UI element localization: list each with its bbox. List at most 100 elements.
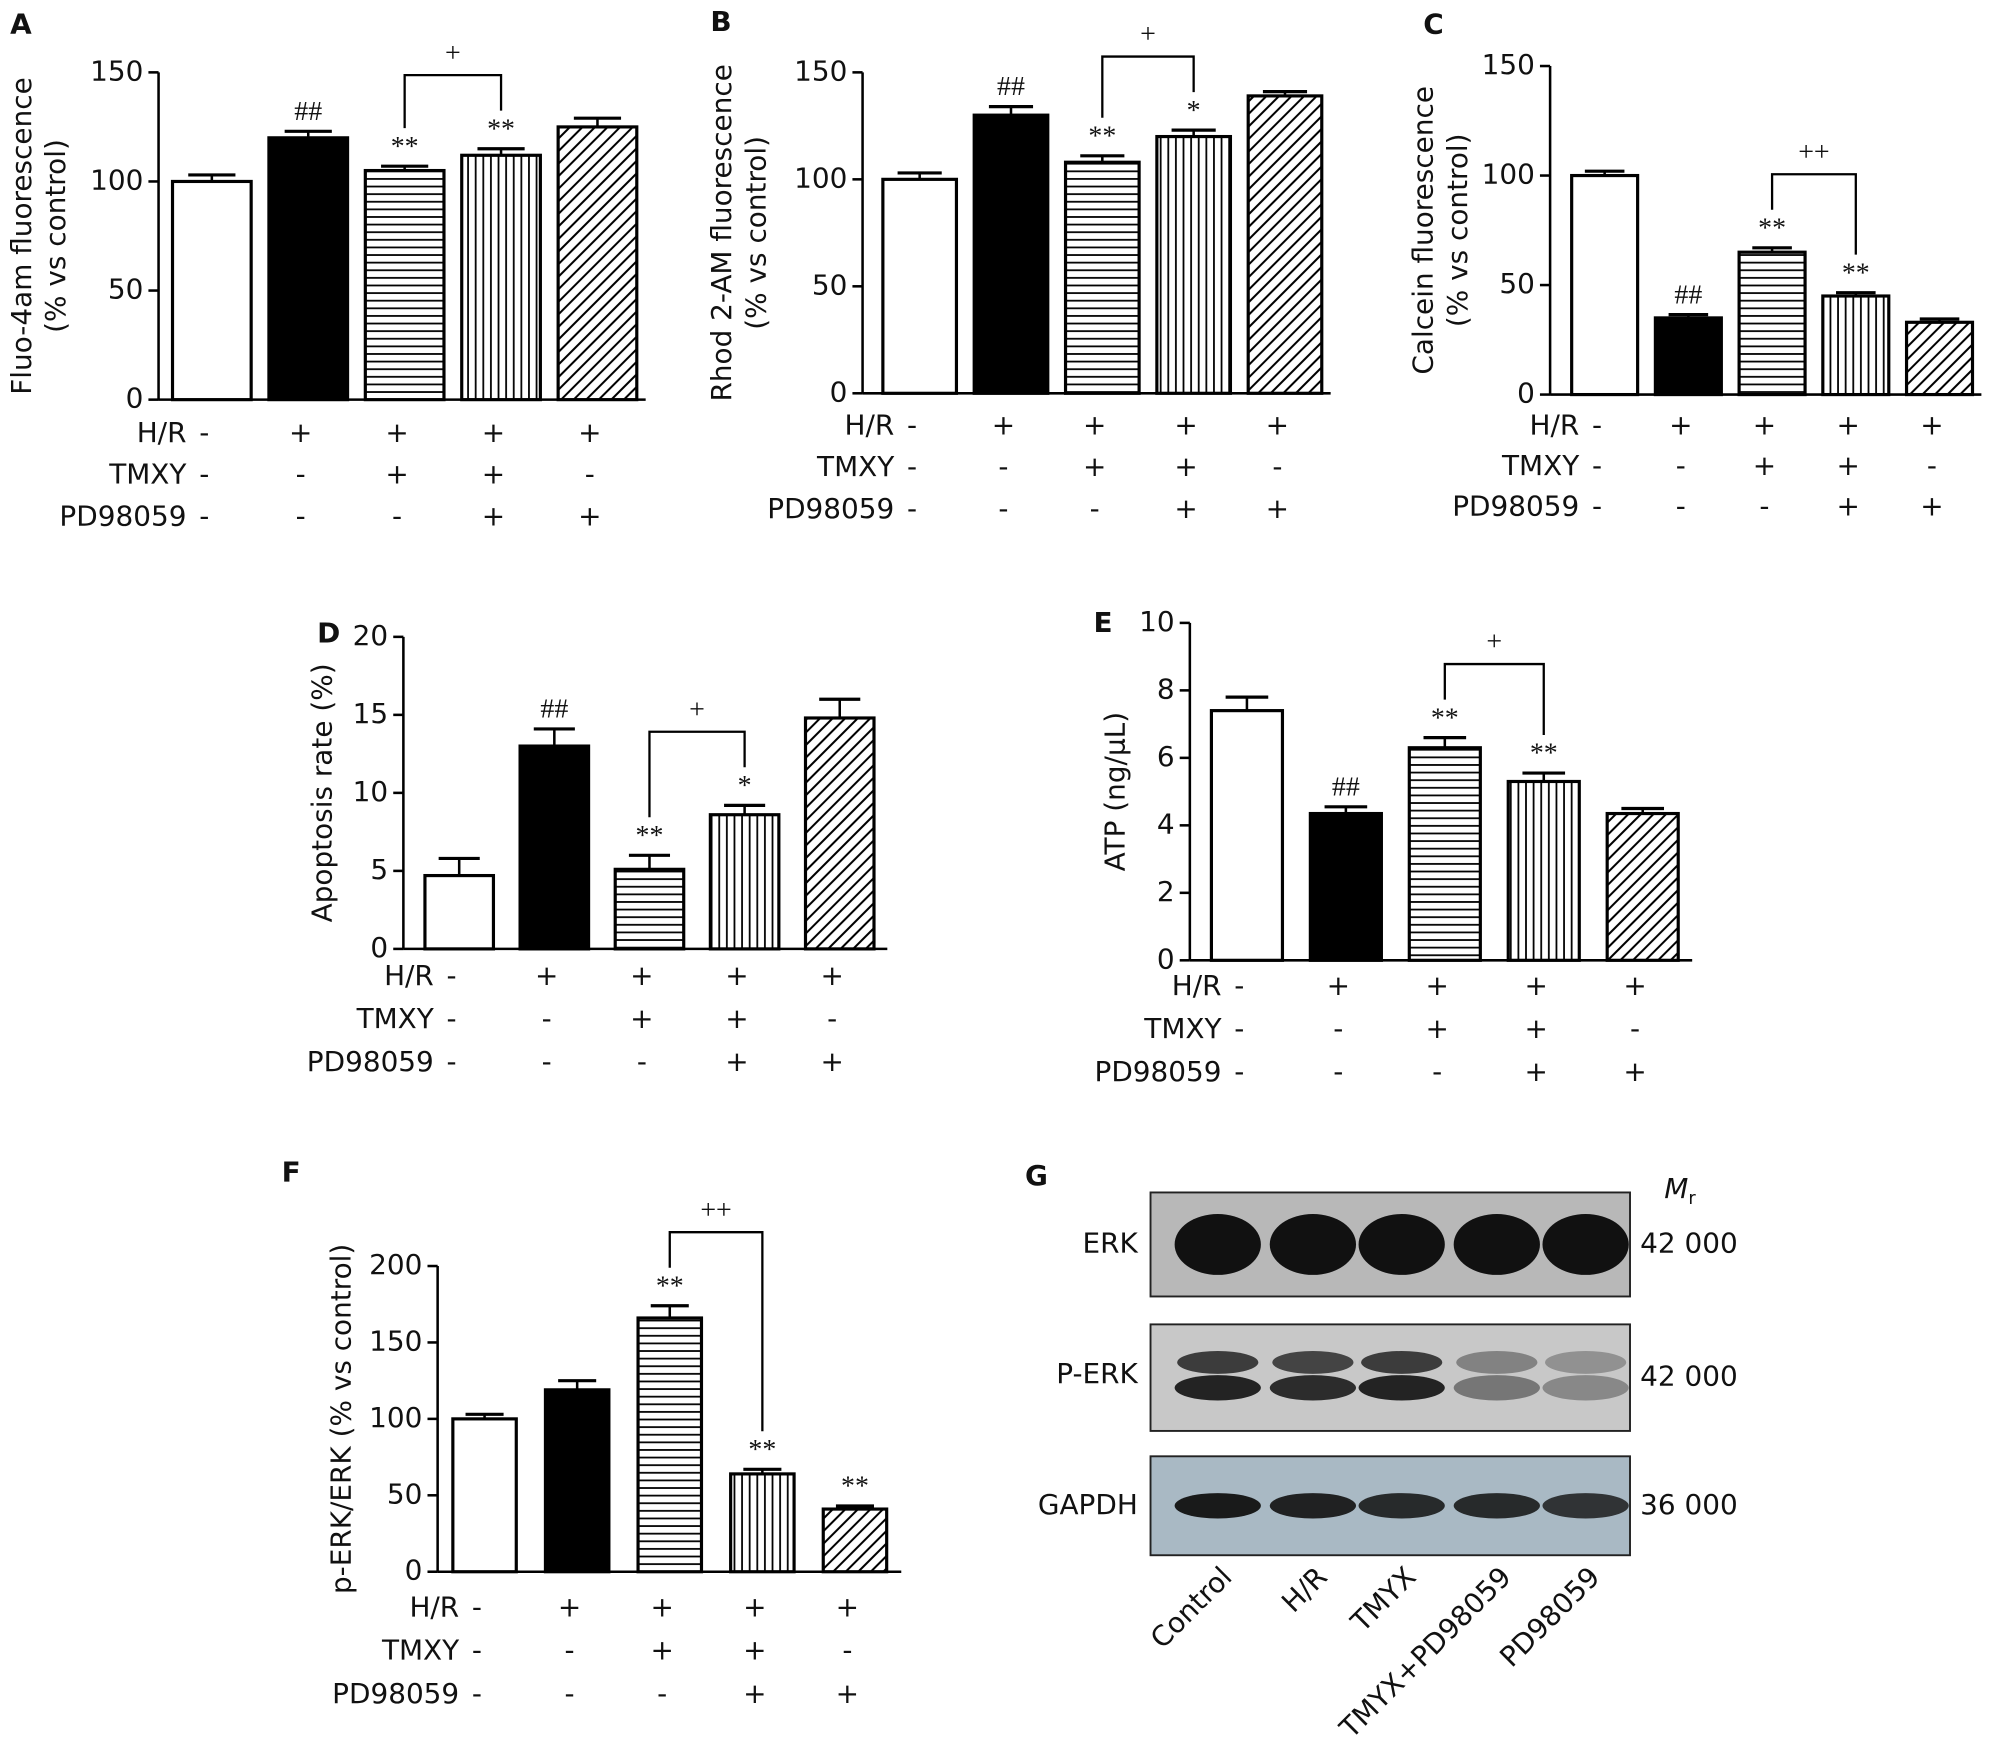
y-tick-label: 100 [369,1401,422,1434]
condition-sign: + [1174,492,1197,525]
significance: ** [1842,257,1870,288]
y-tick-label: 4 [1157,807,1175,840]
condition-sign: + [578,500,601,533]
blot-row-label: GAPDH [1038,1488,1138,1521]
condition-sign: + [482,458,505,491]
blot-band [1361,1351,1443,1374]
blot-band [1545,1351,1627,1374]
y-tick-label: 15 [353,697,389,730]
condition-sign: + [1669,408,1692,441]
significance: ** [748,1434,776,1465]
condition-sign: + [1753,449,1776,482]
condition-sign: - [1234,969,1244,1002]
bar [613,867,686,951]
bracket-label: + [1140,19,1156,50]
blot-row-label: ERK [1083,1226,1139,1259]
condition-sign: + [385,458,408,491]
y-tick-label: 100 [1482,158,1535,191]
bar [1407,746,1482,962]
lane-label: H/R [1275,1560,1334,1619]
bar [1063,160,1141,395]
y-tick-label: 100 [794,161,847,194]
panel-label: A [10,7,32,40]
condition-name: H/R [1530,408,1580,441]
condition-sign: + [558,1591,581,1624]
condition-sign: - [1676,489,1686,522]
y-tick-label: 2 [1157,875,1175,908]
y-tick-label: 50 [1499,267,1535,300]
condition-sign: + [650,1634,673,1667]
significance: * [1187,95,1201,126]
y-tick-label: 20 [353,619,389,652]
condition-sign: - [1630,1012,1640,1045]
condition-sign: - [1759,489,1769,522]
condition-sign: + [1753,408,1776,441]
y-tick-label: 0 [370,931,388,964]
condition-name: H/R [1172,969,1222,1002]
blot-mr: 36 000 [1640,1488,1738,1521]
condition-sign: + [1623,1055,1646,1088]
condition-sign: + [1083,450,1106,483]
blot-band [1269,1375,1357,1401]
mr-main: M [1664,1172,1688,1205]
significance: ** [656,1270,684,1301]
y-axis-label: (% vs control) [739,136,772,330]
condition-sign: - [392,500,402,533]
y-axis-label: p-ERK/ERK (% vs control) [324,1244,357,1594]
condition-sign: + [482,500,505,533]
blot-row-label: P-ERK [1056,1357,1138,1390]
condition-sign: - [472,1634,482,1667]
bar [451,1417,518,1574]
condition-sign: + [385,416,408,449]
y-tick-label: 150 [90,54,143,87]
bracket [648,730,746,818]
y-tick-label: 0 [1517,377,1535,410]
blot-band [1453,1375,1540,1401]
condition-sign: - [907,450,917,483]
bar [170,179,253,402]
condition-sign: + [578,416,601,449]
blot-mr: 42 000 [1640,1226,1738,1259]
condition-name: TMXY [381,1634,460,1667]
bracket-label: + [445,37,461,68]
condition-sign: - [1234,1055,1244,1088]
condition-name: PD98059 [767,492,894,525]
significance: ## [1332,771,1360,802]
condition-name: TMXY [816,450,895,483]
bar [556,125,639,402]
bar [1308,811,1383,962]
significance: ** [487,113,515,144]
condition-sign: - [1592,408,1602,441]
condition-sign: - [542,1045,552,1078]
y-tick-label: 0 [126,382,144,415]
condition-sign: - [565,1634,575,1667]
panel-label: B [710,5,731,38]
bar [518,744,591,951]
blot-band [1174,1214,1261,1275]
y-axis-label: Apoptosis rate (%) [305,663,338,922]
bar-panel: B Rhod 2-AM fluorescence (% vs control) 0 50… [705,5,1331,525]
condition-sign: + [725,1002,748,1035]
bracket [1443,662,1545,735]
condition-sign: - [447,1045,457,1078]
condition-sign: - [1333,1055,1343,1088]
condition-sign: - [637,1045,647,1078]
bar-panel: Fp-ERK/ERK (% vs control) 0 50 100 150 200 ** *… [282,1155,902,1710]
condition-sign: - [447,1002,457,1035]
condition-sign: - [657,1677,667,1710]
y-axis-label: ATP (ng/μL) [1098,712,1131,871]
condition-sign: + [1623,969,1646,1002]
significance: ** [1088,120,1116,151]
condition-sign: + [630,959,653,992]
condition-sign: + [1837,408,1860,441]
y-tick-label: 150 [1482,48,1535,81]
condition-name: TMXY [356,1002,435,1035]
blot-band [1358,1375,1445,1401]
significance: ** [841,1471,869,1502]
blot-band [1456,1351,1538,1374]
y-tick-label: 5 [370,853,388,886]
mr-header: Mr [1664,1172,1696,1209]
y-tick-label: 200 [369,1248,422,1281]
